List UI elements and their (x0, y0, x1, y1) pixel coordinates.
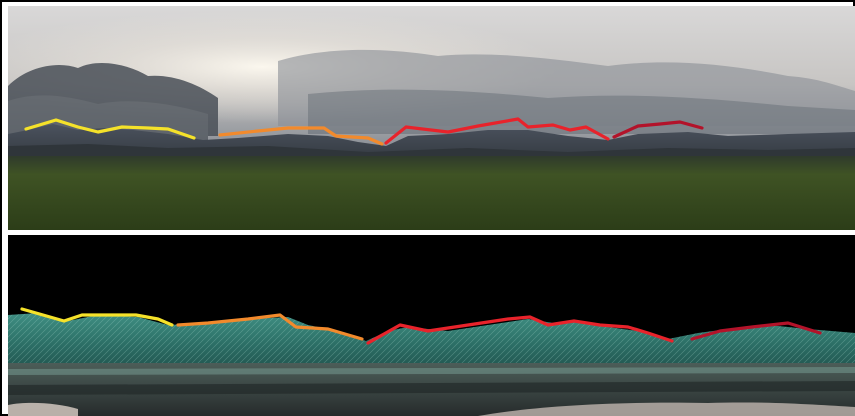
photo-scene (8, 6, 855, 230)
plain-band-dark (8, 381, 855, 395)
ridge-lines-terrain (20, 307, 822, 345)
panel-divider (4, 230, 855, 235)
grass-field (8, 156, 855, 230)
ridge-segment-red-terrain (366, 315, 674, 345)
ridge-segment-orange-terrain (176, 313, 364, 341)
ridge-segment-darkred-terrain (690, 321, 822, 341)
ridge-segment-red (384, 117, 610, 145)
plain-band-light (8, 367, 855, 375)
foreground-sand-left (8, 402, 78, 416)
terrain-scene (8, 235, 855, 416)
clouds (8, 49, 855, 141)
ridge-lines-photo (24, 117, 704, 146)
terrain-texture (8, 313, 855, 375)
ridge-segment-yellow-terrain (20, 307, 174, 327)
photo-panel (8, 6, 855, 230)
rendered-terrain-panel (8, 235, 855, 416)
foreground-sand-right (478, 402, 855, 416)
ridge-segment-darkred (612, 120, 704, 139)
ridge-segment-orange (218, 126, 384, 146)
ridge-segment-yellow (24, 118, 196, 140)
